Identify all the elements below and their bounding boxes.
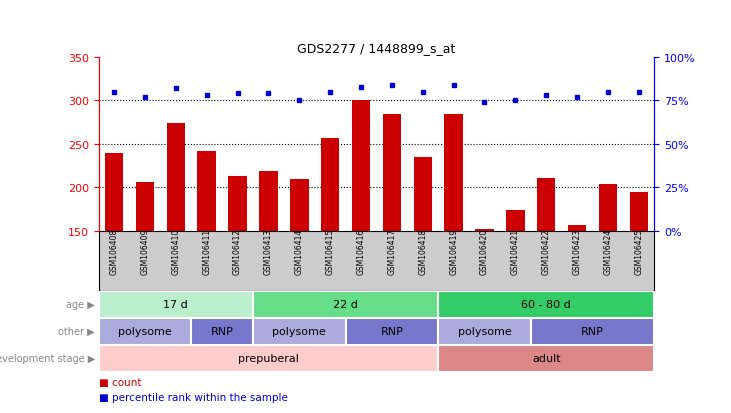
Bar bbox=[99, 345, 438, 372]
Text: polysome: polysome bbox=[273, 326, 326, 337]
Bar bbox=[136, 183, 154, 361]
Bar bbox=[99, 318, 192, 345]
Text: RNP: RNP bbox=[380, 326, 404, 337]
Bar bbox=[599, 185, 617, 361]
Bar bbox=[568, 225, 586, 361]
Text: ■ percentile rank within the sample: ■ percentile rank within the sample bbox=[99, 392, 287, 401]
Text: prepuberal: prepuberal bbox=[238, 353, 299, 363]
Text: polysome: polysome bbox=[118, 326, 172, 337]
Bar bbox=[438, 291, 654, 318]
Bar bbox=[414, 157, 432, 361]
Bar bbox=[105, 154, 124, 361]
Bar bbox=[629, 192, 648, 361]
Bar bbox=[260, 171, 278, 361]
Bar bbox=[346, 318, 438, 345]
Text: RNP: RNP bbox=[211, 326, 234, 337]
Bar bbox=[438, 318, 531, 345]
Bar bbox=[444, 115, 463, 361]
Bar bbox=[352, 100, 371, 361]
Text: other ▶: other ▶ bbox=[58, 326, 95, 337]
Text: adult: adult bbox=[532, 353, 561, 363]
Bar bbox=[531, 318, 654, 345]
Bar bbox=[506, 211, 525, 361]
Bar bbox=[475, 230, 493, 361]
Bar bbox=[99, 291, 253, 318]
Text: age ▶: age ▶ bbox=[67, 299, 95, 310]
Text: 17 d: 17 d bbox=[164, 299, 188, 310]
Text: ■ count: ■ count bbox=[99, 377, 141, 387]
Bar bbox=[167, 124, 185, 361]
Bar bbox=[382, 115, 401, 361]
Bar bbox=[438, 345, 654, 372]
Text: development stage ▶: development stage ▶ bbox=[0, 353, 95, 363]
Text: RNP: RNP bbox=[581, 326, 604, 337]
Text: 22 d: 22 d bbox=[333, 299, 358, 310]
Bar bbox=[321, 138, 339, 361]
Bar bbox=[197, 152, 216, 361]
Bar bbox=[537, 178, 556, 361]
Bar bbox=[290, 179, 308, 361]
Bar bbox=[253, 291, 438, 318]
Title: GDS2277 / 1448899_s_at: GDS2277 / 1448899_s_at bbox=[298, 42, 455, 55]
Text: 60 - 80 d: 60 - 80 d bbox=[521, 299, 571, 310]
Bar bbox=[228, 177, 247, 361]
Bar bbox=[253, 318, 346, 345]
Bar bbox=[192, 318, 253, 345]
Text: polysome: polysome bbox=[458, 326, 512, 337]
